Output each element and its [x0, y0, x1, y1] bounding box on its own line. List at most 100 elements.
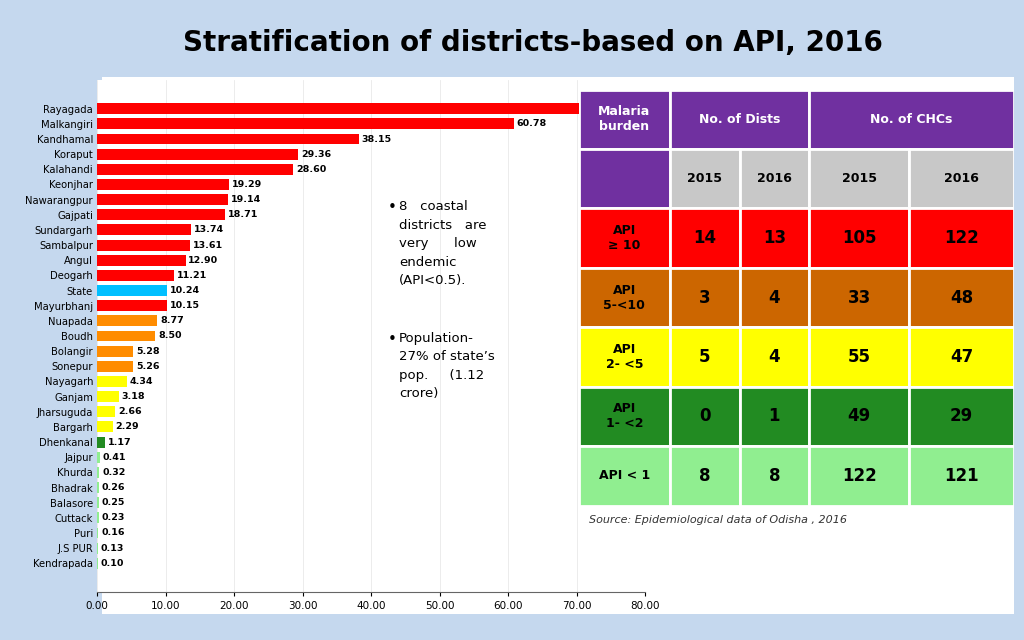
Text: 105: 105 — [842, 229, 877, 247]
Text: 19.29: 19.29 — [232, 180, 262, 189]
Bar — [670, 387, 739, 446]
Bar — [97, 452, 100, 463]
Text: API
1- <2: API 1- <2 — [605, 403, 643, 431]
Bar — [739, 149, 809, 209]
Text: No. of Dists: No. of Dists — [699, 113, 780, 126]
Text: API < 1: API < 1 — [599, 469, 650, 483]
Text: 29: 29 — [950, 408, 973, 426]
Text: 8: 8 — [769, 467, 780, 485]
Bar — [579, 209, 670, 268]
Text: Malaria
burden: Malaria burden — [598, 106, 650, 133]
Bar — [809, 268, 909, 327]
Bar — [670, 327, 739, 387]
Bar — [579, 327, 670, 387]
Bar — [809, 90, 1014, 149]
Bar — [97, 513, 99, 524]
Bar — [97, 225, 191, 236]
Bar — [97, 482, 99, 493]
Bar — [809, 209, 909, 268]
Bar — [97, 134, 358, 145]
Text: Population-
27% of state’s
pop.     (1.12
crore): Population- 27% of state’s pop. (1.12 cr… — [399, 332, 495, 400]
Text: 0.13: 0.13 — [101, 543, 124, 552]
Text: 13: 13 — [763, 229, 786, 247]
Bar — [97, 270, 174, 281]
Bar — [97, 255, 185, 266]
Bar — [579, 268, 670, 327]
Text: 0.23: 0.23 — [101, 513, 125, 522]
Bar — [97, 467, 99, 478]
Bar — [579, 387, 670, 446]
Bar — [97, 497, 99, 508]
Text: 2016: 2016 — [757, 172, 792, 185]
Bar — [97, 209, 225, 220]
Text: Stratification of districts-based on API, 2016: Stratification of districts-based on API… — [182, 29, 883, 57]
Text: 19.14: 19.14 — [231, 195, 261, 204]
Text: 48: 48 — [950, 289, 973, 307]
Text: 2016: 2016 — [944, 172, 979, 185]
Bar — [97, 376, 127, 387]
Text: Source: Epidemiological data of Odisha , 2016: Source: Epidemiological data of Odisha ,… — [589, 515, 847, 525]
Text: 4: 4 — [769, 289, 780, 307]
Text: 10.15: 10.15 — [170, 301, 200, 310]
Bar — [97, 361, 133, 372]
Text: 122: 122 — [842, 467, 877, 485]
Bar — [670, 268, 739, 327]
Bar — [579, 90, 670, 149]
Text: 0.16: 0.16 — [101, 529, 125, 538]
Text: 13.74: 13.74 — [195, 225, 224, 234]
Bar — [739, 327, 809, 387]
Bar — [739, 209, 809, 268]
Bar — [909, 209, 1014, 268]
Bar — [97, 330, 156, 342]
Text: 70.32: 70.32 — [582, 104, 611, 113]
Text: 2015: 2015 — [687, 172, 722, 185]
Text: 0.32: 0.32 — [102, 468, 126, 477]
Text: 0.41: 0.41 — [102, 452, 126, 461]
Text: 0.26: 0.26 — [101, 483, 125, 492]
Bar — [909, 387, 1014, 446]
Text: API
2- <5: API 2- <5 — [605, 343, 643, 371]
Text: 10.24: 10.24 — [170, 286, 201, 295]
Text: 4.34: 4.34 — [130, 377, 154, 386]
Text: 3: 3 — [699, 289, 711, 307]
Text: 12.90: 12.90 — [188, 256, 218, 265]
Text: 8.77: 8.77 — [160, 316, 184, 325]
Bar — [97, 164, 293, 175]
Text: 4: 4 — [769, 348, 780, 366]
Text: 8: 8 — [699, 467, 711, 485]
Text: API
≥ 10: API ≥ 10 — [608, 224, 640, 252]
Bar — [97, 316, 158, 326]
Text: API
5-<10: API 5-<10 — [603, 284, 645, 312]
Text: 0: 0 — [699, 408, 711, 426]
Bar — [97, 239, 190, 250]
Text: 28.60: 28.60 — [296, 165, 326, 174]
Text: 0.10: 0.10 — [100, 559, 124, 568]
Text: 38.15: 38.15 — [361, 134, 391, 143]
Text: •: • — [388, 332, 396, 347]
Bar — [909, 149, 1014, 209]
Text: No. of CHCs: No. of CHCs — [870, 113, 952, 126]
Text: 13.61: 13.61 — [194, 241, 223, 250]
Text: 18.71: 18.71 — [228, 211, 258, 220]
Text: 3.18: 3.18 — [122, 392, 145, 401]
Bar — [97, 346, 133, 356]
Bar — [809, 387, 909, 446]
Text: 1: 1 — [769, 408, 780, 426]
Text: 5.28: 5.28 — [136, 347, 160, 356]
Bar — [97, 406, 116, 417]
Bar — [739, 268, 809, 327]
Bar — [739, 387, 809, 446]
Bar — [97, 179, 229, 190]
Text: 29.36: 29.36 — [301, 150, 331, 159]
Text: 11.21: 11.21 — [177, 271, 207, 280]
Text: 2.66: 2.66 — [118, 407, 142, 416]
Bar — [670, 149, 739, 209]
Bar — [670, 90, 809, 149]
Bar — [97, 300, 167, 311]
Bar — [579, 149, 670, 209]
Text: 8.50: 8.50 — [159, 332, 181, 340]
Bar — [809, 327, 909, 387]
Bar — [909, 446, 1014, 506]
Text: 5.26: 5.26 — [136, 362, 160, 371]
Text: 60.78: 60.78 — [516, 120, 547, 129]
